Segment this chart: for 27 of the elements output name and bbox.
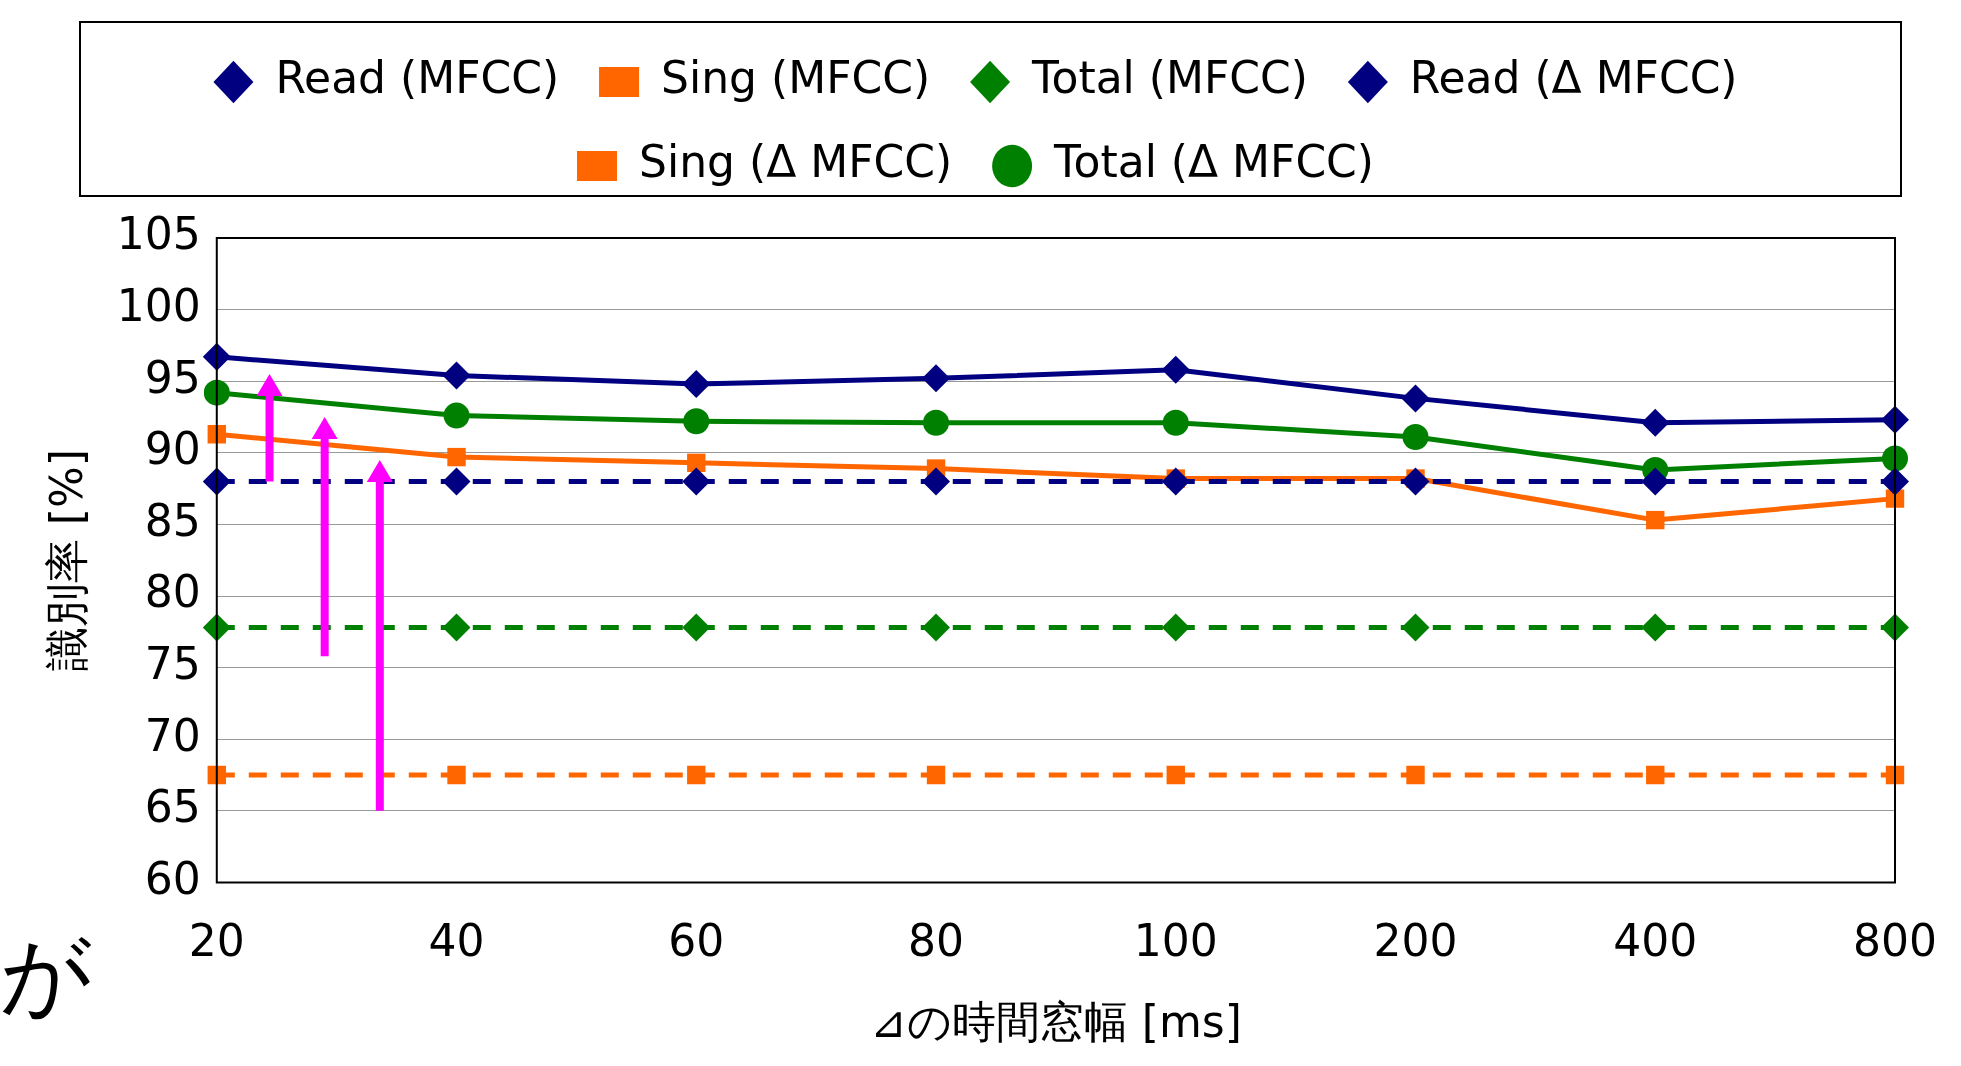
legend-label: Sing (MFCC) xyxy=(661,52,931,104)
x-tick-label: 80 xyxy=(908,915,965,967)
y-axis-title: 識別率 [%] xyxy=(40,449,92,672)
y-tick-label: 80 xyxy=(144,566,201,618)
x-axis-title: ⊿の時間窓幅 [ms] xyxy=(869,996,1242,1048)
legend-label: Total (Δ MFCC) xyxy=(1053,136,1374,188)
x-tick-label: 800 xyxy=(1853,915,1937,967)
legend-label: Sing (Δ MFCC) xyxy=(639,136,953,188)
y-tick-label: 95 xyxy=(144,351,201,403)
y-tick-label: 65 xyxy=(144,781,201,833)
y-tick-label: 90 xyxy=(144,423,201,475)
x-tick-label: 200 xyxy=(1373,915,1458,967)
legend-label: Read (MFCC) xyxy=(275,52,560,104)
x-tick-label: 20 xyxy=(188,915,245,967)
x-tick-label: 40 xyxy=(428,915,485,967)
legend-label: Read (Δ MFCC) xyxy=(1409,52,1738,104)
text: が xyxy=(0,922,92,1027)
y-tick-label: 85 xyxy=(144,494,201,546)
x-tick-label: 400 xyxy=(1613,915,1698,967)
x-tick-label: 100 xyxy=(1133,915,1218,967)
y-tick-label: 105 xyxy=(116,208,201,260)
legend-label: Total (MFCC) xyxy=(1031,52,1308,104)
y-tick-label: 75 xyxy=(144,638,201,690)
x-tick-label: 60 xyxy=(668,915,725,967)
y-tick-label: 100 xyxy=(116,280,201,332)
y-tick-label: 60 xyxy=(144,852,201,904)
y-tick-label: 70 xyxy=(144,709,201,761)
